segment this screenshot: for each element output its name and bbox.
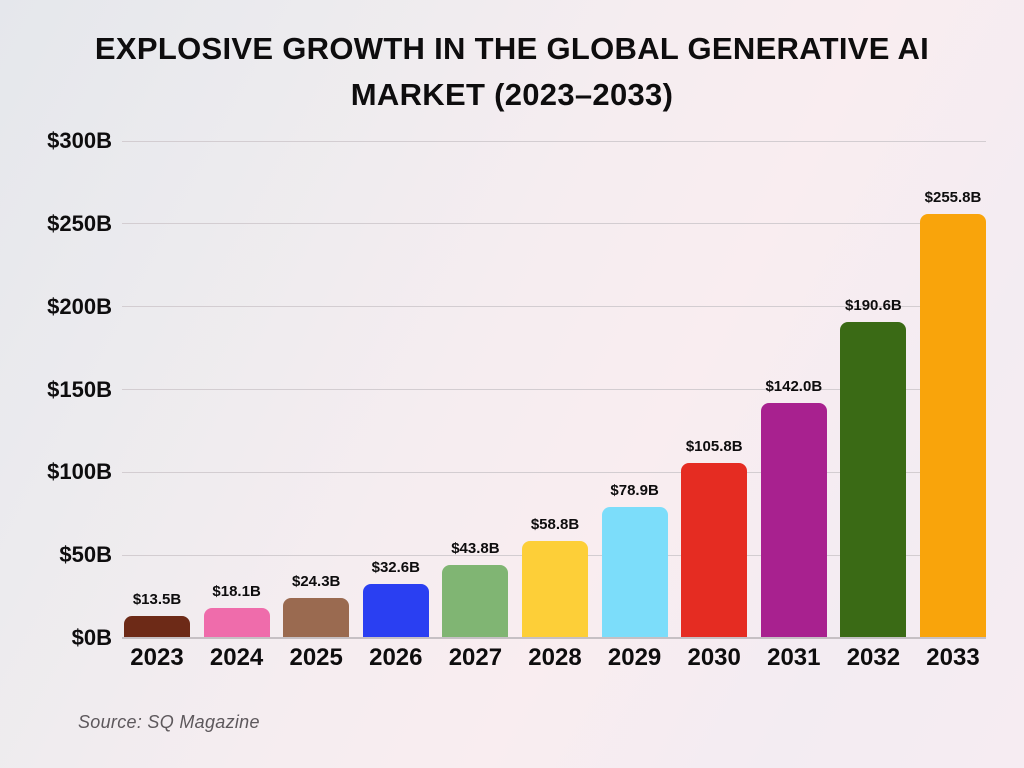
bar-value-label-2028: $58.8B [530,516,580,533]
chart-title: EXPLOSIVE GROWTH IN THE GLOBAL GENERATIV… [94,31,930,112]
bar-2033 [920,214,986,638]
y-tick-label-$300B: $300B [47,128,112,153]
x-tick-label-2023: 2023 [130,644,184,671]
bar-2028 [522,541,588,638]
x-tick-label-2030: 2030 [687,644,741,671]
gridline-$300B [122,140,986,142]
gridline-$150B [122,389,986,390]
bar-2023 [124,616,190,638]
bar-2030 [681,463,748,638]
gridline-$250B [122,223,986,225]
y-tick-label-$50B: $50B [59,542,112,568]
bar-2024 [203,608,270,638]
bar-2031 [760,403,827,638]
gridline-$200B [122,306,986,308]
bar-value-label-2029: $78.9B [610,482,659,499]
bar-value-label-2024: $18.1B [212,583,261,600]
bar-value-label-2027: $43.8B [451,540,500,557]
bar-2027 [442,565,509,638]
x-tick-label-2029: 2029 [607,644,662,671]
bar-2026 [362,584,429,638]
x-tick-label-2032: 2032 [846,644,901,671]
x-tick-label-2031: 2031 [767,644,821,671]
bar-value-label-2026: $32.6B [371,559,420,576]
bar-2029 [601,507,668,638]
bar-value-label-2025: $24.3B [292,573,341,590]
x-tick-label-2024: 2024 [209,644,264,671]
x-tick-label-2033: 2033 [926,644,980,671]
x-tick-label-2026: 2026 [369,644,423,671]
x-tick-label-2025: 2025 [289,644,343,671]
bar-2032 [840,322,907,638]
x-axis-line [122,637,986,639]
x-tick-label-2028: 2028 [528,644,582,671]
y-tick-label-$0B: $0B [71,625,112,650]
bar-value-label-2033: $255.8B [924,189,982,206]
y-tick-label-$150B: $150B [47,376,112,402]
plot-area [122,140,986,638]
bar-value-label-2030: $105.8B [685,438,743,455]
y-tick-label-$250B: $250B [47,210,112,236]
gridline-$100B [122,471,986,473]
y-tick-label-$100B: $100B [47,459,112,485]
y-tick-label-$200B: $200B [47,293,112,319]
bar-value-label-2023: $13.5B [132,591,182,608]
bar-value-label-2031: $142.0B [765,378,823,395]
x-tick-label-2027: 2027 [448,644,503,671]
source-note: Source: SQ Magazine [78,712,260,732]
bar-value-label-2032: $190.6B [845,297,902,314]
bar-2025 [283,598,350,638]
